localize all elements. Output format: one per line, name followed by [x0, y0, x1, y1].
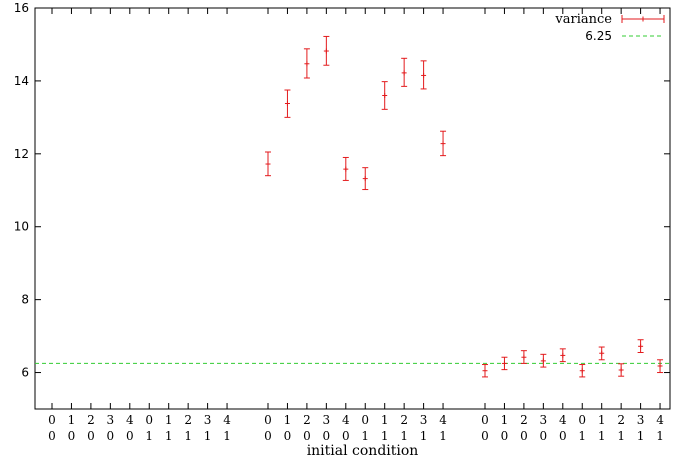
x-tick-label-top: 2	[184, 413, 192, 427]
x-tick-label-bottom: 0	[48, 429, 56, 443]
x-tick-label-bottom: 1	[381, 429, 389, 443]
data-point	[284, 89, 291, 118]
x-tick-label-bottom: 0	[87, 429, 95, 443]
x-tick-label-bottom: 1	[204, 429, 212, 443]
x-tick-label-bottom: 1	[361, 429, 369, 443]
data-point	[501, 356, 508, 371]
x-tick-label-top: 2	[400, 413, 408, 427]
x-tick-label-bottom: 1	[420, 429, 428, 443]
x-tick-label-bottom: 0	[540, 429, 548, 443]
x-tick-label-top: 4	[342, 413, 350, 427]
data-point	[559, 348, 566, 363]
x-tick-label-bottom: 0	[323, 429, 331, 443]
x-tick-label-top: 4	[223, 413, 231, 427]
data-point	[381, 81, 388, 110]
data-point	[323, 35, 330, 66]
data-point	[303, 48, 310, 79]
x-tick-label-top: 4	[559, 413, 567, 427]
y-tick-label: 8	[21, 293, 29, 307]
plot-frame	[34, 7, 671, 410]
data-point	[637, 339, 644, 353]
x-tick-label-top: 1	[598, 413, 606, 427]
x-tick-label-top: 2	[87, 413, 95, 427]
y-tick-label: 12	[14, 147, 29, 161]
x-tick-label-top: 0	[361, 413, 369, 427]
x-tick-label-bottom: 1	[439, 429, 447, 443]
y-tick-label: 14	[14, 74, 29, 88]
data-point	[420, 60, 427, 90]
x-tick-label-top: 1	[165, 413, 173, 427]
x-tick-label-bottom: 0	[284, 429, 292, 443]
x-tick-label-top: 3	[107, 413, 115, 427]
data-point	[440, 130, 447, 157]
variance-points	[265, 35, 664, 378]
x-tick-label-bottom: 0	[68, 429, 76, 443]
x-tick-label-bottom: 1	[400, 429, 408, 443]
x-tick-label-bottom: 0	[501, 429, 509, 443]
y-tick-label: 16	[14, 1, 29, 15]
x-tick-label-bottom: 1	[617, 429, 625, 443]
data-point	[342, 156, 349, 181]
x-tick-label-top: 0	[578, 413, 586, 427]
x-tick-label-top: 1	[501, 413, 509, 427]
x-tick-label-bottom: 1	[165, 429, 173, 443]
x-tick-label-top: 3	[637, 413, 645, 427]
data-point	[362, 167, 369, 191]
x-tick-label-bottom: 0	[342, 429, 350, 443]
x-tick-label-top: 0	[145, 413, 153, 427]
x-tick-label-bottom: 1	[578, 429, 586, 443]
plot-border	[34, 7, 671, 410]
x-axis-label: initial condition	[307, 443, 419, 459]
x-tick-label-bottom: 0	[126, 429, 134, 443]
x-tick-label-top: 2	[617, 413, 625, 427]
x-tick-label-bottom: 0	[303, 429, 311, 443]
x-tick-label-bottom: 0	[559, 429, 567, 443]
x-tick-label-top: 1	[381, 413, 389, 427]
data-point	[401, 57, 408, 87]
x-tick-label-top: 0	[264, 413, 272, 427]
x-axis-ticks: 0010203040011121314100102030400111213141…	[48, 8, 664, 443]
x-tick-label-top: 4	[439, 413, 447, 427]
x-tick-label-top: 2	[303, 413, 311, 427]
x-tick-label-bottom: 1	[637, 429, 645, 443]
x-tick-label-bottom: 0	[264, 429, 272, 443]
data-point	[265, 151, 271, 177]
data-point	[618, 363, 625, 377]
y-axis-ticks: 6 8 10 12 14 16	[14, 1, 670, 380]
x-tick-label-bottom: 0	[520, 429, 528, 443]
y-tick-label: 6	[21, 366, 29, 380]
y-tick-label: 10	[14, 220, 29, 234]
legend-reference-label: 6.25	[585, 29, 612, 43]
x-tick-label-bottom: 0	[107, 429, 115, 443]
x-tick-label-bottom: 1	[223, 429, 231, 443]
x-tick-label-bottom: 1	[184, 429, 192, 443]
data-point	[540, 353, 547, 368]
legend: variance 6.25	[554, 12, 665, 43]
x-tick-label-top: 0	[481, 413, 489, 427]
x-tick-label-top: 4	[126, 413, 134, 427]
data-point	[579, 364, 586, 378]
data-point	[482, 364, 488, 378]
legend-variance-label: variance	[554, 12, 612, 27]
x-tick-label-top: 3	[204, 413, 212, 427]
x-tick-label-bottom: 1	[656, 429, 664, 443]
x-tick-label-top: 2	[520, 413, 528, 427]
data-point	[520, 350, 527, 364]
x-tick-label-top: 3	[540, 413, 548, 427]
x-tick-label-top: 1	[68, 413, 76, 427]
x-tick-label-top: 0	[48, 413, 56, 427]
x-tick-label-bottom: 1	[145, 429, 153, 443]
data-point	[657, 359, 664, 374]
data-point	[598, 346, 605, 361]
x-tick-label-top: 1	[284, 413, 292, 427]
x-tick-label-bottom: 1	[598, 429, 606, 443]
x-tick-label-top: 3	[323, 413, 331, 427]
x-tick-label-bottom: 0	[481, 429, 489, 443]
x-tick-label-top: 4	[656, 413, 664, 427]
x-tick-label-top: 3	[420, 413, 428, 427]
